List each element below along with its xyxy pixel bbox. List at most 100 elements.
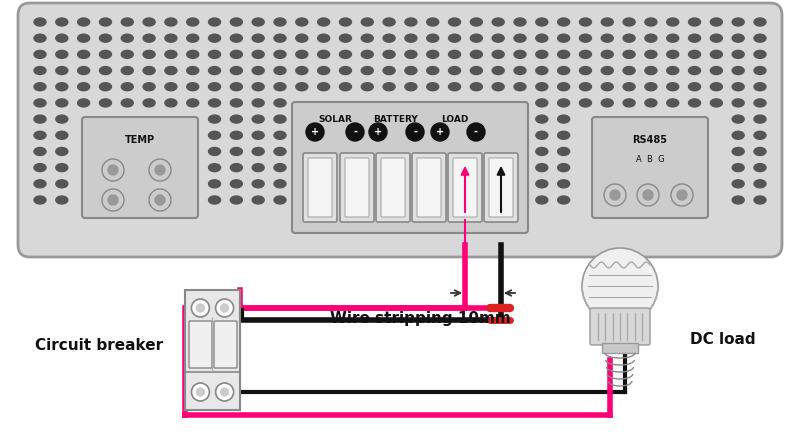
- Ellipse shape: [318, 34, 330, 42]
- Ellipse shape: [732, 164, 744, 172]
- Ellipse shape: [186, 34, 198, 42]
- Ellipse shape: [274, 83, 286, 91]
- Ellipse shape: [514, 83, 526, 91]
- Ellipse shape: [536, 34, 548, 42]
- FancyBboxPatch shape: [82, 117, 198, 218]
- Ellipse shape: [34, 18, 46, 26]
- Ellipse shape: [405, 50, 417, 58]
- Ellipse shape: [754, 147, 766, 155]
- Ellipse shape: [645, 34, 657, 42]
- Ellipse shape: [710, 67, 722, 75]
- Circle shape: [155, 165, 165, 175]
- Ellipse shape: [426, 50, 438, 58]
- Text: BATTERY: BATTERY: [373, 115, 418, 124]
- Ellipse shape: [449, 83, 461, 91]
- Ellipse shape: [34, 34, 46, 42]
- FancyBboxPatch shape: [189, 321, 212, 368]
- Ellipse shape: [362, 18, 374, 26]
- Ellipse shape: [405, 18, 417, 26]
- Ellipse shape: [514, 18, 526, 26]
- Ellipse shape: [56, 50, 68, 58]
- Ellipse shape: [710, 34, 722, 42]
- Ellipse shape: [78, 50, 90, 58]
- Ellipse shape: [470, 83, 482, 91]
- Circle shape: [155, 195, 165, 205]
- Ellipse shape: [318, 50, 330, 58]
- Ellipse shape: [252, 34, 264, 42]
- Circle shape: [306, 123, 324, 141]
- Ellipse shape: [252, 131, 264, 139]
- Ellipse shape: [362, 50, 374, 58]
- Ellipse shape: [754, 18, 766, 26]
- Ellipse shape: [274, 115, 286, 123]
- Ellipse shape: [122, 67, 134, 75]
- Ellipse shape: [296, 83, 308, 91]
- Ellipse shape: [754, 196, 766, 204]
- FancyBboxPatch shape: [590, 308, 650, 345]
- Ellipse shape: [230, 180, 242, 188]
- Ellipse shape: [274, 164, 286, 172]
- Ellipse shape: [602, 99, 614, 107]
- Ellipse shape: [56, 180, 68, 188]
- Ellipse shape: [230, 50, 242, 58]
- Circle shape: [677, 190, 687, 200]
- Ellipse shape: [536, 196, 548, 204]
- Ellipse shape: [78, 34, 90, 42]
- Ellipse shape: [426, 83, 438, 91]
- Circle shape: [216, 299, 234, 317]
- Ellipse shape: [274, 50, 286, 58]
- Ellipse shape: [274, 131, 286, 139]
- Ellipse shape: [143, 83, 155, 91]
- Ellipse shape: [536, 99, 548, 107]
- Ellipse shape: [362, 34, 374, 42]
- Circle shape: [604, 184, 626, 206]
- Ellipse shape: [209, 131, 221, 139]
- Ellipse shape: [34, 115, 46, 123]
- Ellipse shape: [296, 67, 308, 75]
- Ellipse shape: [252, 99, 264, 107]
- Circle shape: [637, 184, 659, 206]
- Ellipse shape: [186, 99, 198, 107]
- Ellipse shape: [492, 34, 504, 42]
- Ellipse shape: [449, 67, 461, 75]
- Circle shape: [671, 184, 693, 206]
- Circle shape: [346, 123, 364, 141]
- Ellipse shape: [362, 83, 374, 91]
- FancyBboxPatch shape: [345, 158, 369, 217]
- Ellipse shape: [383, 34, 395, 42]
- Ellipse shape: [34, 50, 46, 58]
- Ellipse shape: [579, 99, 591, 107]
- Ellipse shape: [362, 67, 374, 75]
- Ellipse shape: [666, 34, 678, 42]
- Ellipse shape: [122, 83, 134, 91]
- FancyBboxPatch shape: [303, 153, 337, 222]
- Ellipse shape: [426, 34, 438, 42]
- FancyBboxPatch shape: [340, 153, 374, 222]
- Ellipse shape: [209, 164, 221, 172]
- Ellipse shape: [732, 147, 744, 155]
- Ellipse shape: [558, 115, 570, 123]
- Ellipse shape: [339, 34, 351, 42]
- Ellipse shape: [34, 131, 46, 139]
- Ellipse shape: [339, 50, 351, 58]
- FancyBboxPatch shape: [381, 158, 405, 217]
- Ellipse shape: [666, 83, 678, 91]
- Ellipse shape: [78, 18, 90, 26]
- Ellipse shape: [732, 83, 744, 91]
- Ellipse shape: [383, 18, 395, 26]
- Circle shape: [108, 195, 118, 205]
- FancyBboxPatch shape: [308, 158, 332, 217]
- Circle shape: [643, 190, 653, 200]
- Ellipse shape: [339, 83, 351, 91]
- Ellipse shape: [514, 50, 526, 58]
- Ellipse shape: [56, 164, 68, 172]
- Ellipse shape: [56, 99, 68, 107]
- Ellipse shape: [78, 83, 90, 91]
- Ellipse shape: [558, 50, 570, 58]
- Text: +: +: [311, 127, 319, 137]
- Ellipse shape: [754, 50, 766, 58]
- Ellipse shape: [754, 164, 766, 172]
- Ellipse shape: [230, 131, 242, 139]
- Circle shape: [149, 159, 171, 181]
- Ellipse shape: [99, 67, 111, 75]
